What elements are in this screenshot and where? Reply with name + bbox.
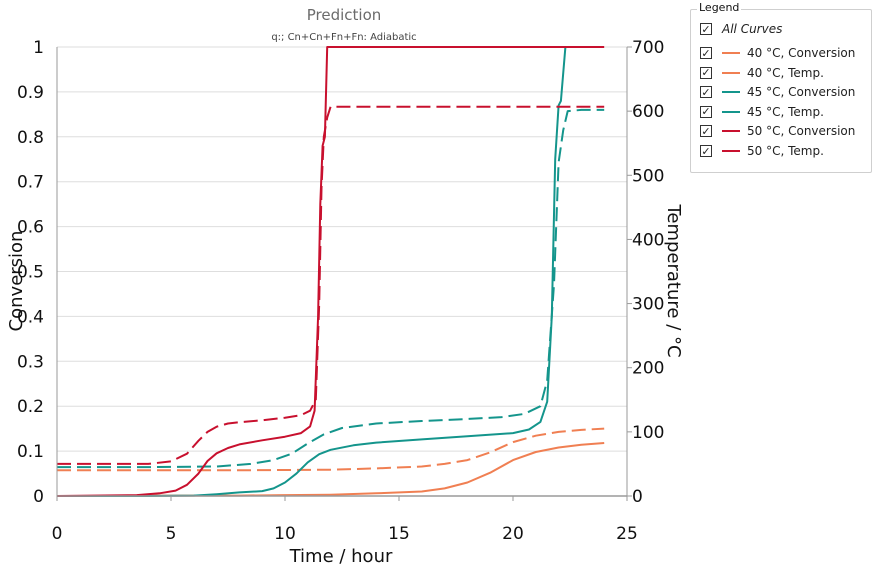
y2-tick-label: 100 — [632, 423, 664, 443]
legend-label: 50 °C, Temp. — [747, 144, 824, 158]
x-tick-label: 25 — [616, 524, 638, 544]
y-tick-label: 0.1 — [17, 442, 44, 462]
legend-label: 45 °C, Conversion — [747, 85, 856, 100]
legend-swatch — [722, 52, 740, 54]
legend-caption: Legend — [697, 1, 742, 14]
y2-tick-label: 600 — [632, 102, 664, 122]
x-tick-label: 10 — [274, 524, 296, 544]
y-tick-label: 0.2 — [17, 397, 44, 417]
legend-label: 45 °C, Temp. — [747, 104, 824, 119]
y2-tick-label: 300 — [632, 295, 664, 315]
legend-item-1[interactable]: ✓ 40 °C, Conversion — [700, 44, 855, 62]
y-tick-label: 0.5 — [17, 263, 44, 283]
legend-box — [690, 9, 872, 173]
series-line-2 — [57, 427, 605, 472]
x-tick-label: 20 — [502, 524, 524, 544]
legend-swatch — [722, 130, 740, 133]
y2-tick-label: 0 — [632, 487, 643, 507]
y-tick-label: 1 — [33, 38, 44, 58]
legend-item-6[interactable]: ✓ 50 °C, Temp. — [700, 142, 824, 160]
axes: 00.10.20.30.40.50.60.70.80.9101002003004… — [17, 38, 665, 544]
chart-subtitle: q:; Cn+Cn+Fn+Fn: Adiabatic — [271, 32, 416, 43]
legend-item-3[interactable]: ✓ 45 °C, Conversion — [700, 83, 855, 101]
legend-label: 40 °C, Conversion — [747, 46, 856, 60]
legend-swatch — [722, 150, 740, 152]
y-tick-label: 0.8 — [17, 128, 44, 148]
legend-checkbox[interactable]: ✓ — [700, 144, 712, 158]
legend-swatch — [722, 91, 740, 94]
legend-swatch — [722, 110, 740, 113]
y2-axis-title: Temperature / °C — [663, 203, 684, 357]
legend-checkbox[interactable]: ✓ — [700, 85, 712, 99]
y2-tick-label: 400 — [632, 230, 664, 250]
y-tick-label: 0.6 — [17, 218, 44, 238]
y-tick-label: 0.7 — [17, 173, 44, 193]
legend-item-2[interactable]: ✓ 40 °C, Temp. — [700, 64, 824, 82]
series-line-6 — [57, 105, 605, 465]
y2-tick-label: 700 — [632, 38, 664, 58]
legend-checkbox[interactable]: ✓ — [700, 66, 712, 80]
legend-label: 40 °C, Temp. — [747, 65, 824, 80]
series-line-4 — [57, 108, 605, 469]
legend-checkbox[interactable]: ✓ — [700, 124, 712, 138]
legend-checkbox[interactable]: ✓ — [700, 105, 712, 119]
x-axis-title: Time / hour — [289, 546, 393, 567]
legend-item-4[interactable]: ✓ 45 °C, Temp. — [700, 103, 824, 121]
legend-label: 50 °C, Conversion — [747, 124, 856, 139]
y-tick-label: 0 — [33, 487, 44, 507]
legend-swatch — [722, 71, 740, 74]
y-tick-label: 0.3 — [17, 352, 44, 372]
legend-all-curves[interactable]: ✓ All Curves — [700, 20, 782, 38]
chart-title: Prediction — [307, 6, 382, 24]
x-tick-label: 15 — [388, 524, 410, 544]
series-line-5 — [56, 46, 605, 497]
y2-tick-label: 500 — [632, 166, 664, 186]
y-tick-label: 0.9 — [17, 83, 44, 103]
legend-checkbox[interactable]: ✓ — [700, 46, 712, 60]
y-axis-title: Conversion — [6, 231, 27, 332]
all-curves-label: All Curves — [722, 22, 783, 36]
x-tick-label: 0 — [52, 524, 63, 544]
x-tick-label: 5 — [166, 524, 177, 544]
legend-item-5[interactable]: ✓ 50 °C, Conversion — [700, 122, 855, 140]
all-curves-checkbox[interactable]: ✓ — [700, 22, 712, 36]
y2-tick-label: 200 — [632, 359, 664, 379]
y-tick-label: 0.4 — [17, 307, 44, 327]
